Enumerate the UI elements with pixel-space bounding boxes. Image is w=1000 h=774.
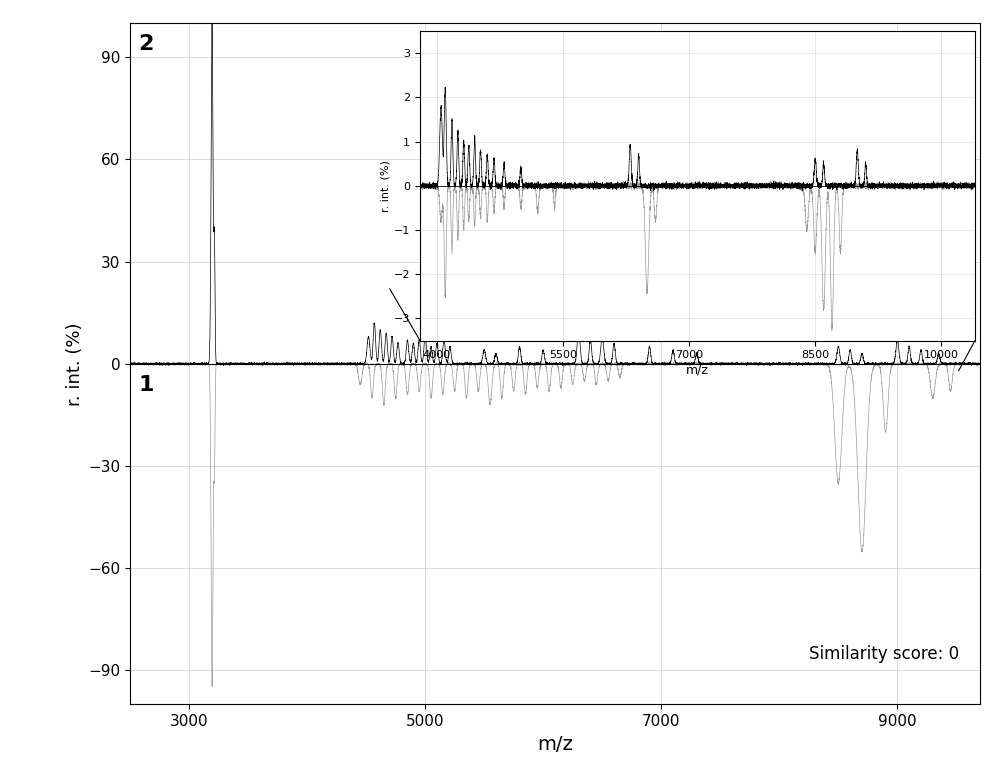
- X-axis label: m/z: m/z: [686, 363, 709, 376]
- Text: 1: 1: [138, 375, 154, 395]
- Y-axis label: r. int. (%): r. int. (%): [381, 159, 391, 212]
- Y-axis label: r. int. (%): r. int. (%): [66, 322, 84, 406]
- X-axis label: m/z: m/z: [537, 735, 573, 754]
- Text: Similarity score: 0: Similarity score: 0: [809, 646, 959, 663]
- Text: 2: 2: [138, 35, 154, 54]
